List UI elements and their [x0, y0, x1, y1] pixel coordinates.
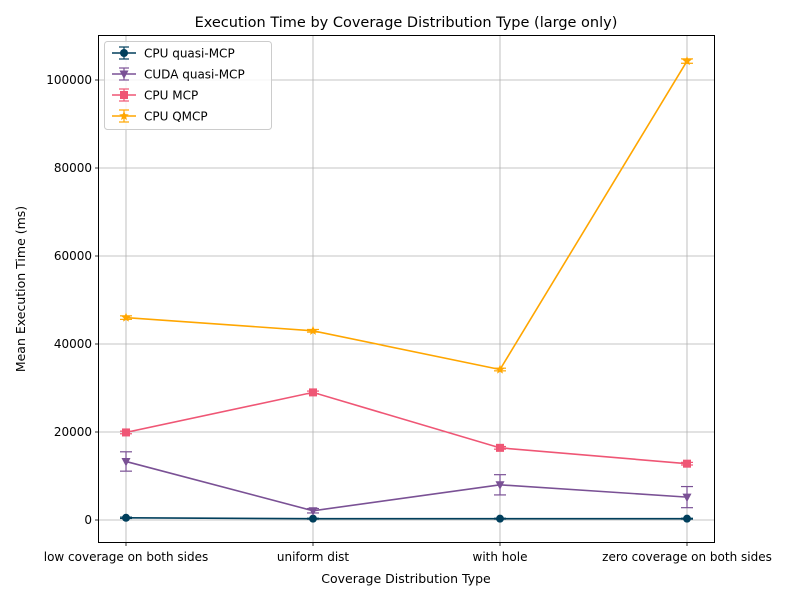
- data-point: [682, 493, 692, 503]
- series-line: [125, 516, 687, 520]
- data-point: [309, 388, 317, 397]
- data-point: [309, 514, 317, 523]
- series-line: [125, 391, 688, 465]
- x-tick-label: uniform dist: [277, 550, 350, 564]
- data-point: [682, 56, 692, 66]
- plot-frame: [98, 35, 715, 543]
- chart-title: Execution Time by Coverage Distribution …: [195, 15, 618, 31]
- grid: [99, 36, 714, 542]
- legend-marker: [120, 91, 128, 99]
- series-line: [125, 460, 688, 512]
- y-tick-label: 20000: [54, 425, 92, 439]
- y-tick-label: 40000: [54, 337, 92, 351]
- data-point: [495, 364, 505, 374]
- legend-entry: CPU MCP: [112, 88, 198, 103]
- data-point: [122, 428, 130, 437]
- y-tick-label: 60000: [54, 249, 92, 263]
- data-point: [121, 312, 131, 322]
- legend-marker: [120, 49, 128, 57]
- legend-entry: CPU quasi-MCP: [112, 46, 235, 61]
- series-cuda-quasi-mcp: [120, 451, 693, 516]
- legend: CPU quasi-MCP CUDA quasi-MCP CPU MCP CPU QM…: [104, 41, 272, 130]
- data-point: [308, 325, 318, 335]
- x-tick-label: with hole: [473, 550, 528, 564]
- legend-entry: CPU QMCP: [112, 109, 208, 124]
- legend-marker: [119, 70, 129, 79]
- y-tick-label: 100000: [46, 73, 92, 87]
- y-tick-label: 0: [84, 513, 92, 527]
- data-point: [308, 507, 318, 516]
- y-axis-label: Mean Execution Time (ms): [13, 206, 28, 372]
- legend-label: CUDA quasi-MCP: [144, 68, 245, 82]
- data-point: [496, 514, 504, 523]
- series-line: [125, 60, 688, 371]
- legend-entry: CUDA quasi-MCP: [112, 67, 245, 82]
- x-axis-label: Coverage Distribution Type: [321, 571, 491, 586]
- x-tick-label: zero coverage on both sides: [602, 550, 772, 564]
- series-cpu-qmcp: [120, 56, 693, 374]
- data-point: [496, 443, 504, 452]
- legend-label: CPU MCP: [144, 89, 198, 103]
- legend-marker: [119, 111, 129, 121]
- series-cpu-mcp: [120, 388, 693, 468]
- data-point: [495, 481, 505, 490]
- legend-label: CPU QMCP: [144, 110, 208, 124]
- data-point: [683, 459, 691, 468]
- series-cpu-quasi-mcp: [120, 513, 693, 523]
- data-point: [121, 457, 131, 467]
- y-tick-label: 80000: [54, 161, 92, 175]
- legend-label: CPU quasi-MCP: [144, 47, 235, 61]
- series-layer: [120, 56, 693, 523]
- axes: low coverage on both sides uniform dist wi…: [44, 73, 772, 564]
- x-tick-label: low coverage on both sides: [44, 550, 209, 564]
- data-point: [683, 514, 691, 523]
- legend-box: [104, 41, 272, 130]
- data-point: [122, 513, 130, 522]
